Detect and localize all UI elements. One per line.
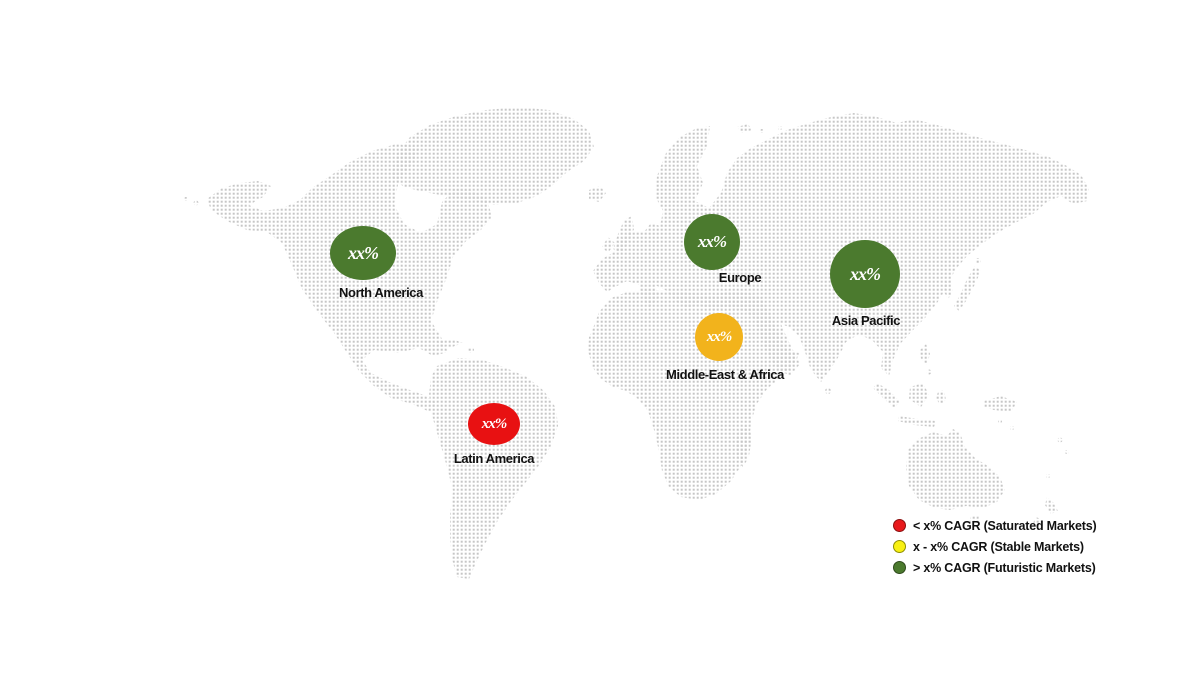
island-hokkaido: [975, 258, 981, 264]
region-label-europe: Europe: [718, 270, 762, 285]
island-new-zealand-north: [1045, 497, 1058, 514]
legend-item-futuristic: > x% CAGR (Futuristic Markets): [893, 560, 1097, 575]
legend-label-saturated: < x% CAGR (Saturated Markets): [913, 518, 1097, 533]
island-new-guinea: [984, 396, 1017, 412]
island-ireland: [602, 237, 615, 253]
legend-item-saturated: < x% CAGR (Saturated Markets): [893, 518, 1097, 533]
island-hispaniola: [468, 347, 474, 353]
island-sri-lanka: [825, 388, 831, 394]
bubble-latin-america[interactable]: xx%: [468, 403, 520, 445]
island-mindanao: [926, 369, 932, 375]
island-pacific-3: [1057, 437, 1063, 443]
island-pacific-4: [1065, 450, 1069, 454]
legend-item-stable: x - x% CAGR (Stable Markets): [893, 539, 1097, 554]
island-cuba: [437, 339, 463, 347]
continent-south-america: [429, 358, 558, 579]
legend-label-stable: x - x% CAGR (Stable Markets): [913, 539, 1084, 554]
green-dot-icon: [893, 561, 906, 574]
region-label-asia-pacific: Asia Pacific: [831, 313, 901, 328]
region-label-middle-east-africa: Middle-East & Africa: [666, 367, 784, 382]
continent-north-america: [207, 144, 492, 412]
continent-australia: [906, 429, 1005, 510]
island-aleutian-2: [184, 197, 188, 201]
island-pacific-1: [998, 419, 1002, 423]
island-pacific-2: [1010, 426, 1014, 430]
bubble-europe[interactable]: xx%: [684, 214, 740, 270]
island-arctic-1: [760, 129, 764, 133]
island-borneo: [909, 383, 929, 407]
island-new-zealand-south: [1032, 517, 1045, 530]
yellow-dot-icon: [893, 540, 906, 553]
island-java: [898, 416, 936, 427]
island-japan: [954, 266, 981, 311]
island-sumatra: [873, 383, 900, 408]
continent-greenland-arctic: [391, 107, 594, 205]
island-korea: [944, 280, 953, 299]
bubble-asia-pacific[interactable]: xx%: [830, 240, 900, 308]
island-pacific-5: [1046, 474, 1050, 478]
legend: < x% CAGR (Saturated Markets) x - x% CAG…: [893, 518, 1097, 575]
island-arctic-2: [778, 126, 782, 130]
red-dot-icon: [893, 519, 906, 532]
continent-africa: [588, 290, 800, 500]
bubble-middle-east-africa[interactable]: xx%: [695, 313, 743, 361]
legend-label-futuristic: > x% CAGR (Futuristic Markets): [913, 560, 1096, 575]
island-madagascar: [736, 425, 752, 468]
island-great-britain: [613, 216, 634, 253]
island-iceland: [589, 186, 606, 202]
island-aleutian-1: [193, 200, 199, 206]
island-sulawesi: [936, 390, 946, 405]
region-label-north-america: North America: [339, 285, 423, 300]
island-tasmania: [969, 515, 979, 525]
bubble-north-america[interactable]: xx%: [330, 226, 396, 280]
island-svalbard: [737, 124, 752, 133]
region-label-latin-america: Latin America: [453, 451, 535, 466]
island-philippines: [920, 344, 930, 365]
